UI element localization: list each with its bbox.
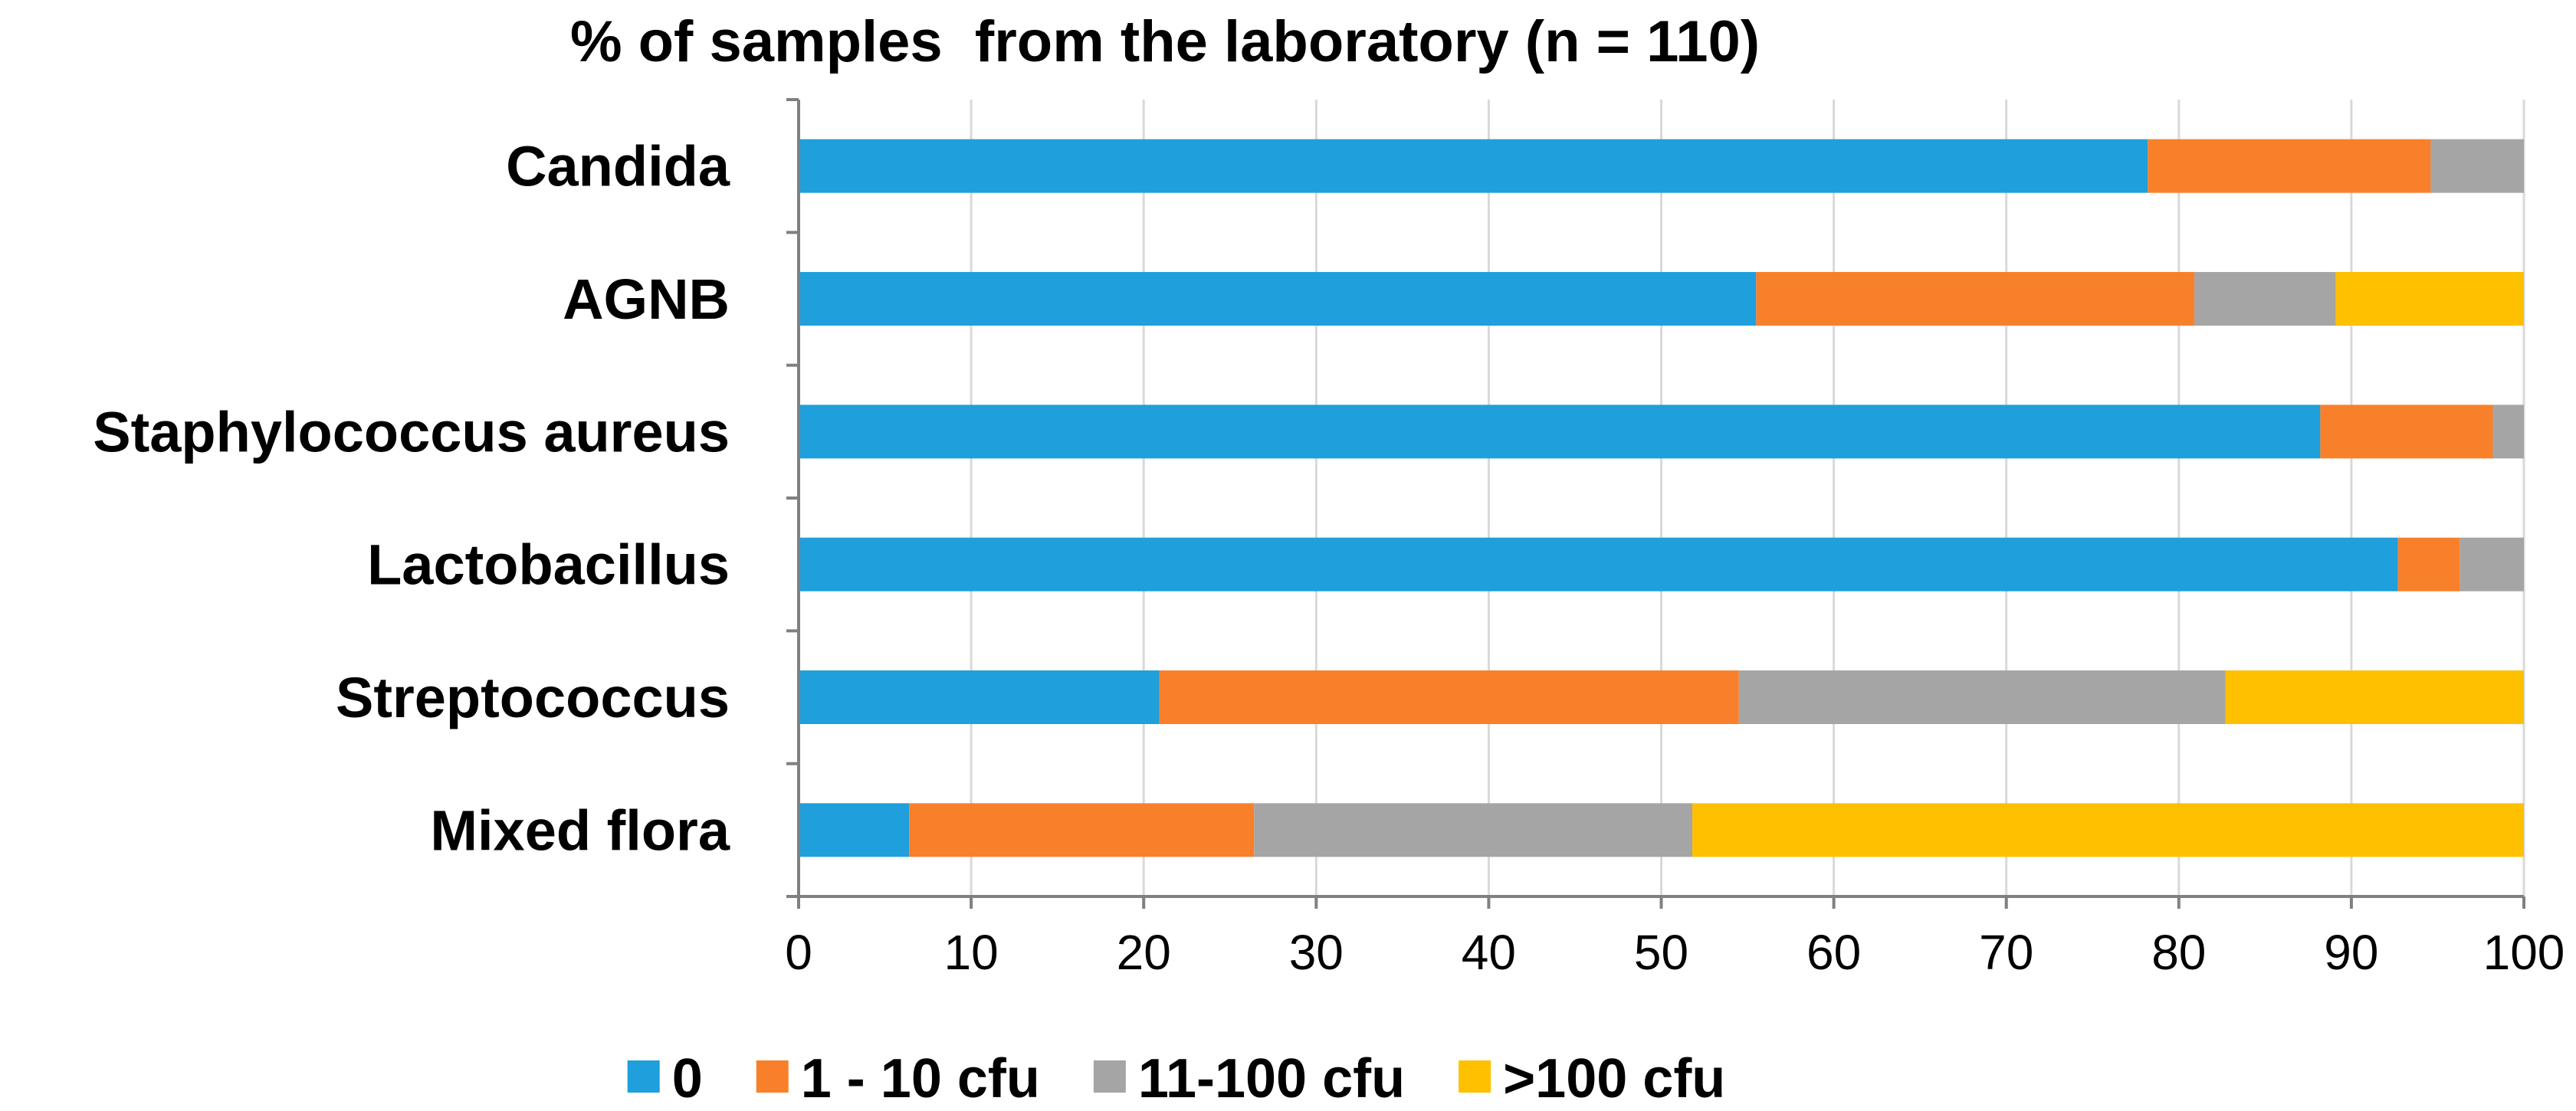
legend-label-1: 1 - 10 cfu: [801, 1048, 1040, 1109]
bar-streptococcus-series-2: [1738, 670, 2226, 724]
bar-agnb-series-0: [799, 272, 1757, 326]
legend-label-3: >100 cfu: [1503, 1048, 1725, 1109]
category-label-3: Lactobacillus: [367, 533, 730, 597]
x-tick-label-0: 0: [785, 925, 812, 980]
bar-mixed-flora-series-2: [1254, 803, 1693, 857]
category-label-1: AGNB: [563, 267, 730, 331]
bar-mixed-flora-series-3: [1692, 803, 2524, 857]
bar-agnb-series-3: [2335, 272, 2524, 326]
category-label-4: Streptococcus: [336, 666, 730, 729]
bar-lactobacillus-series-1: [2397, 537, 2460, 592]
bar-staphylococcus-aureus-series-0: [799, 405, 2321, 459]
legend-label-0: 0: [672, 1048, 703, 1109]
x-tick-label-20: 20: [1117, 925, 1171, 980]
x-tick-label-10: 10: [944, 925, 999, 980]
bar-agnb-series-2: [2194, 272, 2336, 326]
legend-swatch-1: [756, 1060, 789, 1093]
chart-title: % of samples from the laboratory (n = 11…: [570, 9, 1760, 74]
bar-streptococcus-series-3: [2225, 670, 2524, 724]
x-tick-label-50: 50: [1634, 925, 1688, 980]
x-tick-label-80: 80: [2151, 925, 2206, 980]
legend-swatch-0: [627, 1060, 660, 1093]
bar-candida-series-2: [2430, 139, 2524, 193]
bar-candida-series-1: [2148, 139, 2431, 193]
category-label-0: Candida: [506, 135, 730, 198]
bar-mixed-flora-series-1: [909, 803, 1255, 857]
bar-streptococcus-series-1: [1159, 670, 1739, 724]
legend: 0 1 - 10 cfu 11-100 cfu >100 cfu: [627, 1048, 1725, 1109]
bar-staphylococcus-aureus-series-1: [2320, 405, 2493, 459]
gridlines: [970, 100, 2525, 896]
bar-lactobacillus-series-0: [799, 537, 2398, 592]
x-tick-label-100: 100: [2483, 925, 2565, 980]
x-tick-label-60: 60: [1806, 925, 1861, 980]
x-tick-label-90: 90: [2324, 925, 2378, 980]
category-label-5: Mixed flora: [430, 798, 730, 862]
bar-lactobacillus-series-2: [2460, 537, 2524, 592]
axes: [786, 98, 2525, 909]
x-tick-label-30: 30: [1289, 925, 1344, 980]
x-tick-labels: 0 10 20 30 40 50 60 70 80 90 100: [785, 925, 2565, 980]
bar-candida-series-0: [799, 139, 2148, 193]
legend-swatch-3: [1459, 1060, 1491, 1093]
x-tick-label-70: 70: [1979, 925, 2033, 980]
bar-streptococcus-series-0: [799, 670, 1160, 724]
legend-swatch-2: [1093, 1060, 1126, 1093]
x-tick-label-40: 40: [1462, 925, 1516, 980]
bar-agnb-series-1: [1756, 272, 2195, 326]
legend-label-2: 11-100 cfu: [1138, 1048, 1405, 1109]
category-labels: Candida AGNB Staphylococcus aureus Lactobac…: [93, 135, 730, 863]
category-label-2: Staphylococcus aureus: [93, 400, 730, 464]
bars: [799, 139, 2524, 857]
bar-mixed-flora-series-0: [799, 803, 910, 857]
bar-staphylococcus-aureus-series-2: [2492, 405, 2524, 459]
